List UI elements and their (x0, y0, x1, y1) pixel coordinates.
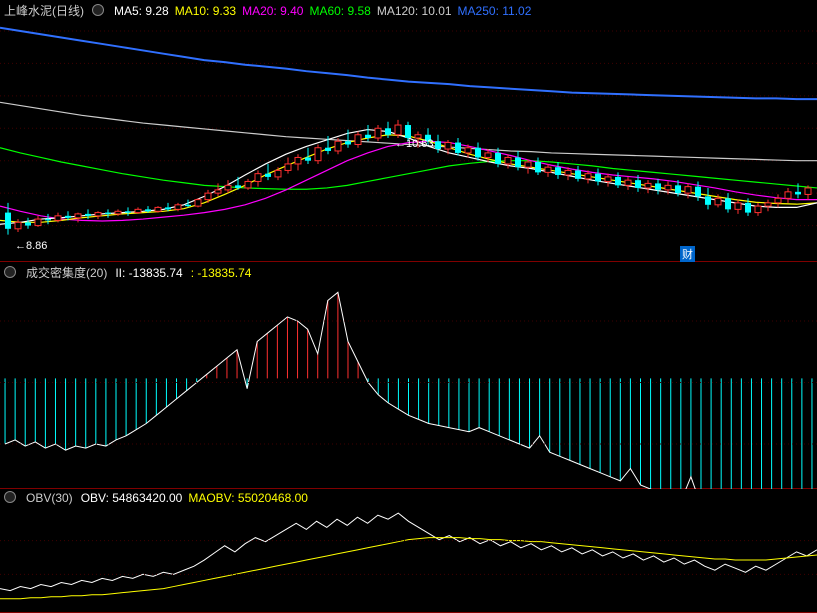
sub1-title: 成交密集度(20) (26, 264, 107, 281)
sub1-chart[interactable] (0, 262, 817, 489)
sub1-line2: II: -13835.74 (115, 266, 182, 280)
ma-legend-item: MA120: 10.01 (377, 4, 452, 18)
main-price-panel[interactable]: 上峰水泥(日线) MA5: 9.28MA10: 9.33MA20: 9.40MA… (0, 0, 817, 262)
obv-legend-item: MAOBV: 55020468.00 (188, 491, 308, 505)
sub2-chart[interactable] (0, 489, 817, 613)
sub2-title: OBV(30) (26, 491, 73, 505)
ma-legend: MA5: 9.28 MA10: 9.33 MA20: 9.40 MA60: 9.58 M… (114, 4, 537, 18)
sub2-header: OBV(30) OBV: 54863420.00 MAOBV: 55020468.… (4, 491, 314, 505)
ma-legend-item: MA250: 11.02 (458, 4, 532, 18)
obv-panel[interactable]: OBV(30) OBV: 54863420.00 MAOBV: 55020468.… (0, 489, 817, 613)
settings-icon[interactable] (4, 491, 16, 503)
ma-legend-item: MA60: 9.58 (309, 4, 370, 18)
obv-legend: OBV: 54863420.00 MAOBV: 55020468.00 (81, 491, 314, 505)
obv-legend-item: OBV: 54863420.00 (81, 491, 183, 505)
main-chart[interactable] (0, 0, 817, 262)
price-label-low: ←8.86 (15, 240, 47, 252)
settings-icon[interactable] (4, 266, 16, 278)
sub1-header: 成交密集度(20) II: -13835.74 : -13835.74 (4, 264, 251, 281)
main-header: 上峰水泥(日线) MA5: 9.28MA10: 9.33MA20: 9.40MA… (4, 2, 537, 19)
ma-legend-item: MA5: 9.28 (114, 4, 169, 18)
volume-density-panel[interactable]: 成交密集度(20) II: -13835.74 : -13835.74 (0, 262, 817, 489)
ma-legend-item: MA20: 9.40 (242, 4, 303, 18)
sub1-line3: : -13835.74 (191, 266, 252, 280)
stock-title: 上峰水泥(日线) (4, 2, 84, 19)
price-label-high: ←10.63 (395, 138, 434, 150)
settings-icon[interactable] (92, 4, 104, 16)
ma-legend-item: MA10: 9.33 (175, 4, 236, 18)
news-badge[interactable]: 财 (680, 246, 695, 262)
